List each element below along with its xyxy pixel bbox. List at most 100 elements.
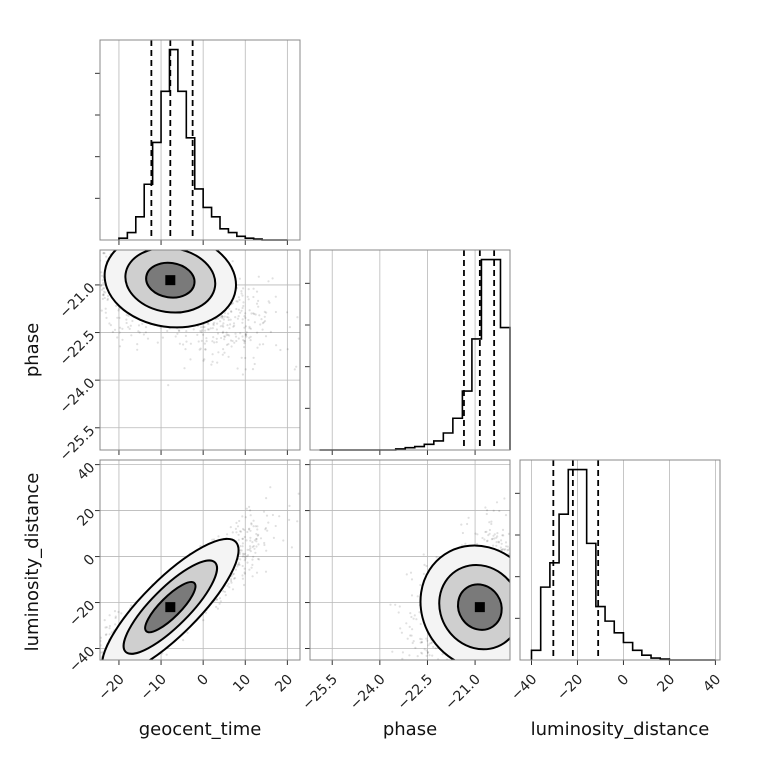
scatter-point bbox=[116, 316, 119, 319]
scatter-point bbox=[223, 335, 227, 338]
scatter-point bbox=[492, 534, 495, 537]
scatter-point bbox=[423, 648, 426, 651]
scatter-point bbox=[216, 322, 219, 325]
scatter-point bbox=[245, 539, 248, 542]
scatter-point bbox=[288, 326, 291, 329]
scatter-point bbox=[204, 348, 207, 351]
scatter-point bbox=[493, 537, 496, 540]
scatter-point bbox=[221, 317, 224, 320]
scatter-point bbox=[250, 522, 253, 525]
scatter-point bbox=[247, 288, 250, 291]
scatter-point bbox=[255, 537, 258, 541]
scatter-point bbox=[243, 567, 246, 570]
scatter-point bbox=[264, 335, 268, 338]
scatter-point bbox=[189, 342, 192, 345]
scatter-point bbox=[423, 563, 426, 567]
scatter-point bbox=[259, 537, 263, 540]
scatter-point bbox=[241, 373, 244, 376]
scatter-point bbox=[251, 563, 254, 567]
scatter-point bbox=[256, 346, 259, 349]
scatter-point bbox=[227, 343, 230, 346]
scatter-point bbox=[106, 298, 109, 302]
scatter-point bbox=[130, 604, 133, 607]
scatter-point bbox=[136, 348, 139, 351]
scatter-point bbox=[111, 330, 114, 333]
scatter-point bbox=[253, 539, 256, 542]
scatter-point bbox=[243, 342, 246, 345]
histogram-phase bbox=[319, 258, 511, 451]
x-tick-label: 0 bbox=[194, 672, 212, 690]
scatter-point bbox=[257, 275, 260, 278]
scatter-point bbox=[262, 343, 265, 346]
scatter-point bbox=[410, 634, 413, 637]
scatter-point bbox=[246, 530, 249, 534]
x-axis-title-luminosity-distance: luminosity_distance bbox=[531, 719, 710, 740]
scatter-point bbox=[255, 571, 259, 574]
scatter-point bbox=[422, 572, 425, 576]
scatter-point bbox=[130, 334, 133, 337]
scatter-point bbox=[105, 255, 108, 258]
scatter-point bbox=[233, 341, 236, 344]
scatter-point bbox=[229, 526, 232, 529]
scatter-point bbox=[237, 296, 240, 299]
scatter-point bbox=[244, 334, 247, 337]
scatter-point bbox=[237, 538, 240, 542]
scatter-point bbox=[232, 572, 235, 575]
scatter-point bbox=[268, 301, 271, 304]
scatter-point bbox=[203, 358, 206, 361]
scatter-point bbox=[485, 530, 488, 533]
scatter-point bbox=[243, 326, 246, 329]
scatter-point bbox=[156, 341, 159, 344]
scatter-point bbox=[255, 540, 258, 543]
scatter-point bbox=[177, 329, 180, 332]
scatter-point bbox=[225, 334, 228, 337]
scatter-point bbox=[249, 335, 252, 338]
scatter-point bbox=[248, 527, 251, 530]
scatter-point bbox=[167, 384, 170, 387]
scatter-point bbox=[207, 328, 210, 331]
scatter-point bbox=[242, 583, 246, 587]
scatter-point bbox=[296, 520, 299, 523]
scatter-point bbox=[264, 527, 267, 530]
scatter-point bbox=[290, 546, 293, 549]
scatter-point bbox=[199, 545, 202, 548]
scatter-point bbox=[251, 558, 254, 561]
scatter-point bbox=[460, 523, 463, 526]
scatter-point bbox=[237, 561, 241, 564]
scatter-point bbox=[215, 341, 218, 344]
density-peak bbox=[165, 602, 176, 613]
scatter-point bbox=[499, 546, 502, 549]
scatter-point bbox=[108, 322, 111, 325]
scatter-point bbox=[253, 547, 256, 550]
scatter-point bbox=[216, 361, 219, 364]
scatter-point bbox=[230, 310, 233, 313]
scatter-point bbox=[252, 544, 255, 548]
scatter-point bbox=[263, 310, 266, 313]
scatter-point bbox=[215, 328, 218, 331]
scatter-point bbox=[474, 532, 477, 535]
scatter-point bbox=[248, 548, 251, 552]
scatter-point bbox=[492, 509, 495, 512]
scatter-point bbox=[416, 595, 419, 598]
scatter-point bbox=[241, 515, 244, 518]
scatter-point bbox=[109, 324, 112, 327]
scatter-point bbox=[265, 514, 269, 517]
scatter-point bbox=[435, 556, 438, 559]
scatter-point bbox=[239, 530, 243, 533]
scatter-point bbox=[241, 537, 244, 541]
scatter-point bbox=[182, 343, 185, 346]
scatter-point bbox=[265, 497, 268, 500]
scatter-point bbox=[127, 314, 130, 317]
scatter-point bbox=[219, 316, 222, 319]
scatter-point bbox=[129, 324, 132, 327]
scatter-point bbox=[113, 610, 117, 613]
scatter-point bbox=[202, 333, 205, 336]
scatter-point bbox=[205, 337, 208, 340]
scatter-point bbox=[252, 295, 255, 299]
scatter-point bbox=[266, 529, 269, 532]
scatter-point bbox=[207, 323, 210, 326]
scatter-point bbox=[215, 605, 218, 609]
scatter-point bbox=[137, 330, 140, 333]
